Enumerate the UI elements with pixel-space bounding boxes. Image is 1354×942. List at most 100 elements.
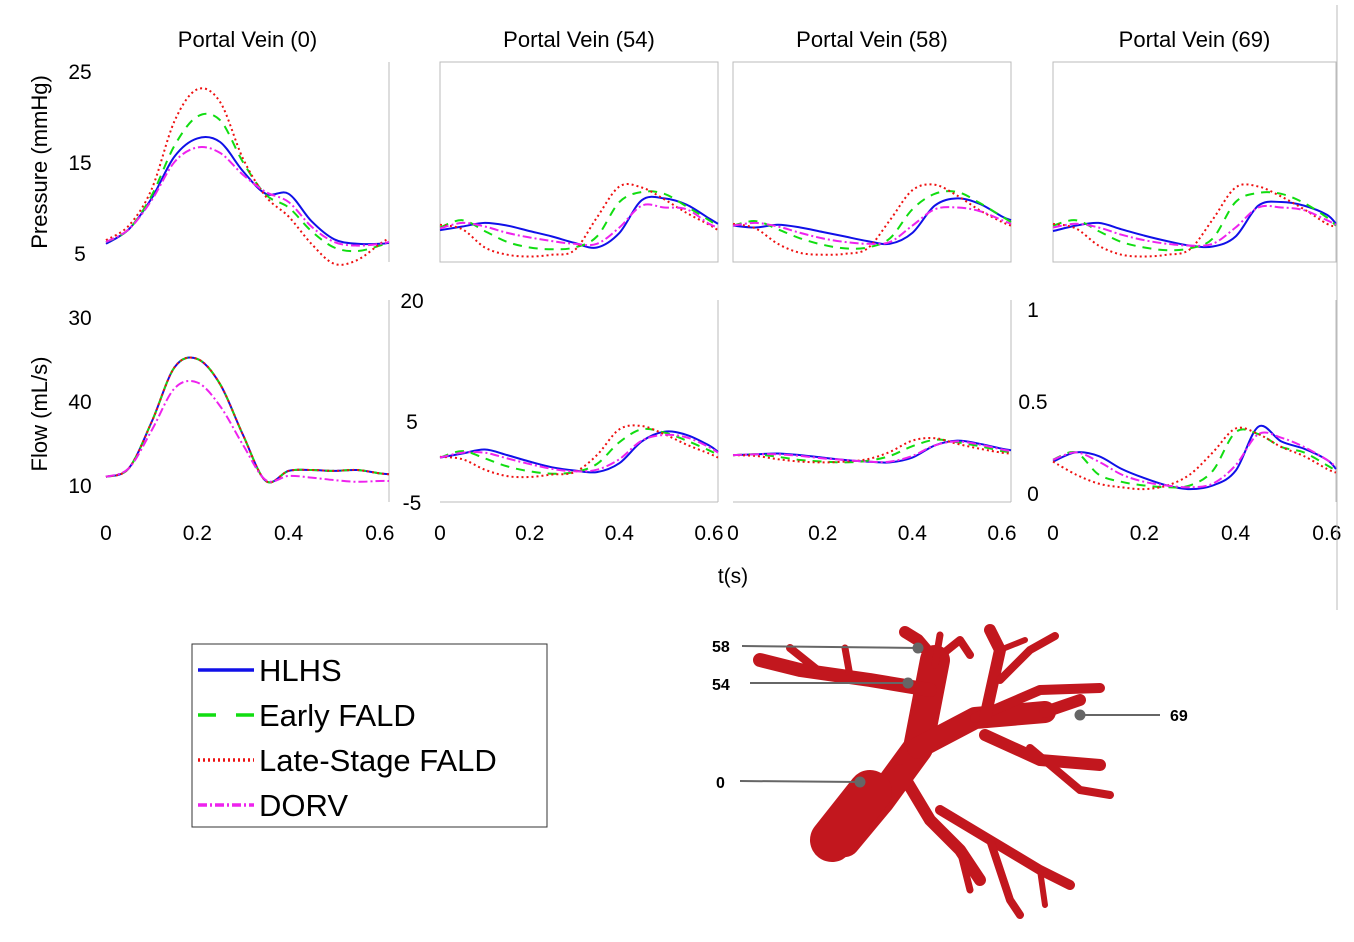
marker-label: 69 [1170,708,1188,725]
lower-twig [986,836,1024,919]
panel-title: Portal Vein (0) [178,27,317,52]
panel-title: Portal Vein (69) [1119,27,1271,52]
legend-label: Early FALD [259,698,416,733]
y-tick-label: 0.5 [1018,391,1047,414]
vessel-tree [753,624,1114,919]
x-tick-label: 0.6 [1312,522,1341,545]
panel-1: Portal Vein (0) 25 15 5 [68,27,390,266]
right-branch-tip [1039,694,1086,718]
marker-label: 58 [712,639,730,656]
x-tick-label: 0 [1047,522,1059,545]
y-tick-label: 10 [68,475,91,498]
x-tick-label: 0 [434,522,446,545]
x-tick-label: 0.6 [987,522,1016,545]
x-tick-label: 0 [100,522,112,545]
x-tick-label: 0.2 [183,522,212,545]
x-tick-label: 0.4 [898,522,928,545]
series-line-early-fald [439,427,719,475]
legend-label: Late-Stage FALD [259,743,497,778]
x-tick-label: 0.4 [605,522,635,545]
series-line-late-stage-fald [1052,183,1337,258]
y-tick-label: 25 [68,61,91,84]
x-tick-label: 0.2 [808,522,837,545]
marker-dot [854,776,866,788]
marker-dot [1074,709,1086,721]
portal-vein-model: 58 54 69 0 [712,624,1188,919]
series-line-dorv [439,433,719,473]
panel-6: 20 5 -5 0 0.2 0.4 0.6 [400,290,723,545]
series-line-hlhs [1052,200,1337,249]
y-tick-label: 0 [1027,483,1039,506]
series-line-early-fald [1052,191,1337,252]
panel-4: Portal Vein (69) [1052,27,1337,263]
upper-left-twig [786,644,824,676]
lower-twig-2 [956,846,974,894]
marker-label: 54 [712,677,730,694]
upper-left-twig-2 [841,644,854,680]
series-line-hlhs [439,195,719,249]
y-tick-label: 40 [68,391,91,414]
pressure-axis-label: Pressure (mmHg) [27,75,52,249]
x-tick-label: 0.2 [1130,522,1159,545]
panel-7: 0 0.2 0.4 0.6 [727,300,1017,545]
legend-items: HLHS Early FALD Late-Stage FALD DORV [198,653,497,823]
x-tick-label: 0 [727,522,739,545]
legend-label: HLHS [259,653,342,688]
marker-dot [912,642,924,654]
series-line-late-stage-fald [105,87,390,266]
y-tick-label: 15 [68,152,91,175]
upper-right-twig-2 [997,637,1028,653]
series-line-dorv [732,206,1012,246]
series-line-dorv [1052,204,1337,247]
series-line-late-stage-fald [1052,426,1337,491]
marker-line [741,645,919,649]
series-line-hlhs [105,135,390,246]
upper-left-branch [753,653,937,697]
series-line-early-fald [105,356,390,484]
series-line-dorv [439,203,719,247]
top-branch [899,626,941,666]
upper-right-twig [996,632,1059,684]
x-tick-label: 0.6 [694,522,723,545]
flow-axis-label: Flow (mL/s) [27,357,52,472]
legend-box [191,643,548,828]
location-markers: 58 54 69 0 [712,639,1188,792]
series-line-early-fald [732,438,1012,464]
panel-frame [732,61,1012,263]
marker-label: 0 [716,775,725,792]
y-tick-label: 30 [68,307,91,330]
x-tick-label: 0.4 [274,522,304,545]
series-line-hlhs [732,197,1012,246]
right-upper-branch [970,683,1105,723]
series-line-dorv [105,379,390,483]
trunk-inlet [810,770,892,862]
series-line-early-fald [105,112,390,253]
panel-title: Portal Vein (54) [503,27,655,52]
top-twig [931,631,944,669]
series-line-dorv [1052,431,1337,489]
series-line-hlhs [1052,424,1337,491]
series-line-late-stage-fald [105,356,390,484]
legend: HLHS Early FALD Late-Stage FALD DORV [191,643,548,828]
series-line-late-stage-fald [439,424,719,479]
y-tick-label: 20 [400,290,423,313]
panel-frame [1052,61,1337,263]
legend-label: DORV [259,788,348,823]
marker-dot [902,677,914,689]
series-line-late-stage-fald [732,436,1012,464]
panel-5: 30 40 10 0 0.2 0.4 0.6 [68,300,394,545]
panel-title: Portal Vein (58) [796,27,948,52]
panel-2: Portal Vein (54) [439,27,719,263]
panel-3: Portal Vein (58) [732,27,1012,263]
top-right-twig [931,636,974,664]
x-tick-label: 0.4 [1221,522,1251,545]
right-lower-twig [1026,744,1114,799]
time-axis-label: t(s) [718,565,748,588]
lower-right-branch [935,805,1075,890]
series-line-late-stage-fald [439,183,719,258]
lower-twig-3 [1037,867,1048,908]
series-line-dorv [732,440,1012,464]
marker-line [739,780,861,783]
y-tick-label: 5 [406,411,418,434]
